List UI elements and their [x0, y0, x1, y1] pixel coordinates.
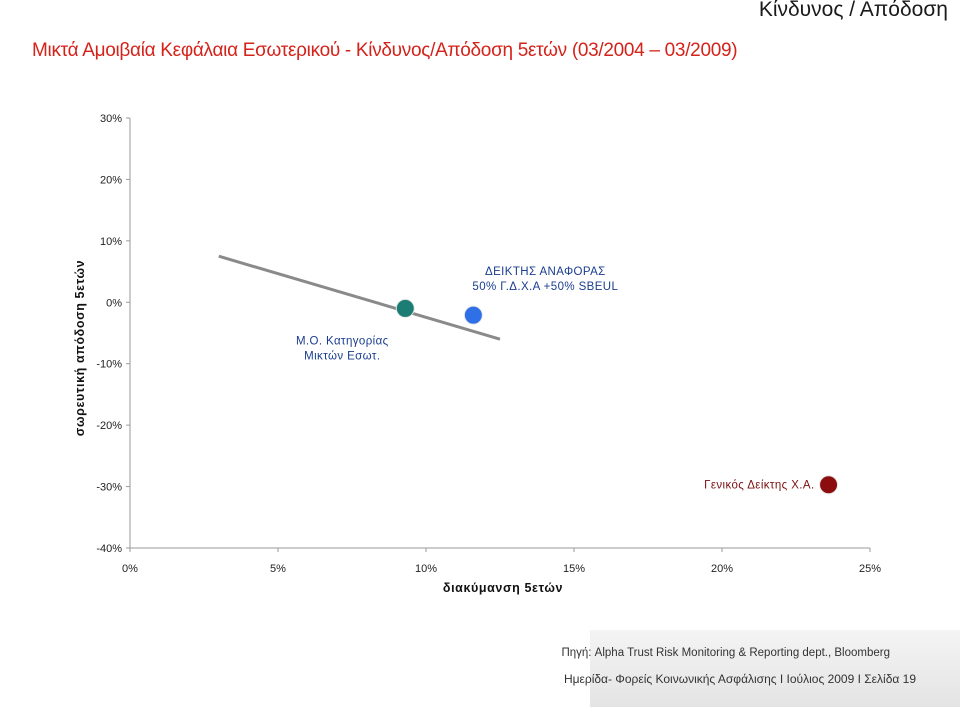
x-tick-label: 25%	[859, 563, 881, 575]
y-axis: 30% 20% 10% 0% -10% -20% -30% -40%	[96, 113, 131, 555]
y-tick-label: 0%	[106, 297, 122, 309]
footer-panel: Πηγή: Alpha Trust Risk Monitoring & Repo…	[561, 630, 960, 707]
x-axis-title: διακύμανση 5ετών	[443, 581, 563, 595]
risk-return-scatter-chart: 30% 20% 10% 0% -10% -20% -30% -40% 0% 5% 10% 15% 20…	[73, 113, 881, 595]
y-tick-label: 10%	[100, 236, 122, 248]
data-point	[463, 305, 483, 325]
y-tick-label: 20%	[100, 174, 122, 186]
data-point	[395, 298, 415, 318]
data-label: Μικτών Εσωτ.	[304, 350, 380, 362]
x-tick-label: 10%	[415, 563, 437, 575]
data-label: Μ.Ο. Κατηγορίας	[296, 335, 389, 347]
data-points	[395, 298, 839, 495]
x-tick-label: 0%	[122, 563, 138, 575]
y-tick-label: -30%	[96, 482, 122, 494]
y-tick-label: 30%	[100, 113, 122, 125]
trendline	[218, 254, 501, 341]
data-label: 50% Γ.Δ.Χ.Α +50% SBEUL	[472, 281, 618, 293]
data-label: Γενικός Δείκτης Χ.Α.	[704, 480, 814, 492]
page-title: Μικτά Αμοιβαία Κεφάλαια Εσωτερικού - Κίν…	[32, 40, 738, 61]
trendline-group	[218, 254, 501, 341]
footer-event: Ημερίδα- Φορείς Κοινωνικής Ασφάλισης I Ι…	[563, 672, 916, 686]
data-labels: Μ.Ο. Κατηγορίας Μικτών Εσωτ. ΔΕΙΚΤΗΣ ΑΝΑΦΟ…	[296, 266, 814, 492]
y-axis-title: σωρευτική απόδοση 5ετών	[73, 260, 87, 436]
y-tick-label: -20%	[96, 420, 122, 432]
y-tick-label: -40%	[96, 543, 122, 555]
x-axis: 0% 5% 10% 15% 20% 25%	[122, 547, 881, 575]
x-tick-label: 5%	[270, 563, 286, 575]
y-tick-label: -10%	[96, 359, 122, 371]
x-tick-label: 20%	[711, 563, 733, 575]
section-title: Κίνδυνος / Απόδοση	[758, 0, 948, 21]
data-point	[819, 475, 839, 495]
data-label: ΔΕΙΚΤΗΣ ΑΝΑΦΟΡΑΣ	[485, 266, 606, 278]
footer-source: Πηγή: Alpha Trust Risk Monitoring & Repo…	[561, 647, 890, 659]
x-tick-label: 15%	[563, 563, 585, 575]
